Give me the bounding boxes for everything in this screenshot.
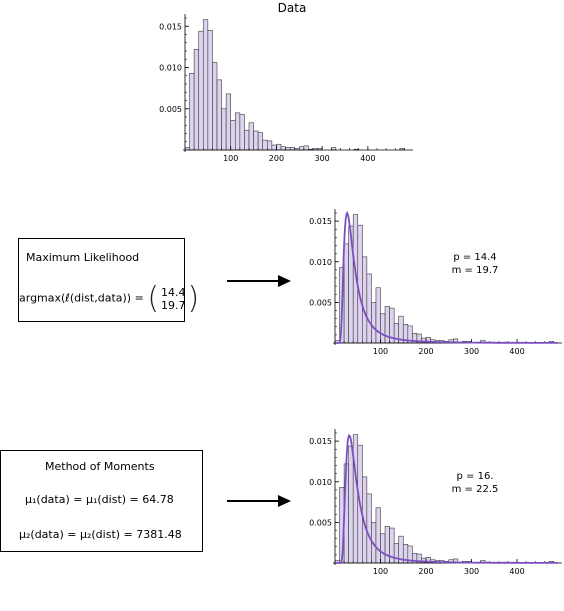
x-tick-label: 200: [269, 154, 284, 163]
histogram-bar: [393, 323, 400, 344]
y-tick-label: 0.005: [159, 105, 182, 114]
histogram-bar: [375, 287, 381, 344]
right-paren: ): [187, 281, 200, 316]
x-tick-label: 300: [464, 567, 479, 576]
x-tick-label: 100: [223, 154, 238, 163]
fitted-curve: [335, 433, 558, 564]
vector-value-p: 14.4: [161, 285, 186, 299]
x-tick-label: 400: [509, 347, 524, 356]
y-tick-label: 0.010: [309, 258, 332, 267]
x-tick-label: 300: [464, 347, 479, 356]
histogram-bar: [371, 302, 377, 344]
x-tick-label: 100: [373, 347, 388, 356]
histogram-bar: [212, 62, 218, 151]
histogram-bar: [384, 526, 390, 564]
histogram-bar: [362, 256, 368, 344]
histogram-bar: [230, 120, 236, 151]
histogram-bar: [193, 49, 200, 151]
method-of-moments-title: Method of Moments: [45, 460, 155, 473]
histogram-bar: [298, 146, 305, 151]
x-tick-label: 400: [509, 567, 524, 576]
histogram-bar: [357, 224, 363, 344]
max-likelihood-title: Maximum Likelihood: [26, 251, 140, 264]
histogram-bar: [380, 313, 386, 344]
y-tick-label: 0.005: [309, 298, 332, 307]
mom-param-m: m = 22.5: [451, 484, 499, 495]
mom-param-p: p = 16.: [456, 471, 494, 482]
histogram-bar: [248, 122, 254, 151]
histogram-bar: [343, 243, 349, 344]
fitted-curve: [335, 211, 558, 344]
histogram-bar: [366, 493, 372, 564]
x-tick-label: 300: [315, 154, 330, 163]
max-likelihood-equation-text: argmax(ℓ(dist,data)) =: [19, 291, 144, 305]
x-tick-label: 400: [360, 154, 375, 163]
histogram-bar: [393, 543, 400, 564]
vector-value-m: 19.7: [161, 298, 186, 312]
histogram-bar: [225, 93, 232, 151]
histogram-bar: [198, 30, 204, 151]
y-tick-label: 0.015: [309, 437, 332, 446]
histogram-bar: [244, 129, 250, 151]
y-tick-label: 0.010: [309, 478, 332, 487]
mom-fit-chart: 0.005 0.010 0.015 100 200 300 400: [309, 429, 562, 576]
ml-fit-chart: 0.005 0.010 0.015 100 200 300 400: [309, 209, 562, 356]
histogram-bar: [375, 507, 381, 564]
y-tick-label: 0.015: [309, 217, 332, 226]
mom-params: p = 16. m = 22.5: [445, 470, 505, 496]
histogram-bar: [380, 533, 386, 564]
histogram-bar: [257, 132, 264, 151]
y-tick-label: 0.015: [159, 22, 182, 31]
first-moment-equation: μ₁(data) = μ₁(dist) = 64.78: [25, 493, 174, 506]
max-likelihood-box: Maximum Likelihood argmax(ℓ(dist,data)) …: [18, 238, 199, 322]
ml-param-m: m = 19.7: [451, 265, 499, 276]
parameter-vector: 14.4 19.7: [159, 286, 188, 312]
page-title: Data: [277, 1, 307, 15]
histogram-bar: [253, 130, 259, 151]
histogram-bar: [207, 30, 213, 151]
y-tick-label: 0.010: [159, 64, 182, 73]
x-tick-label: 200: [418, 567, 433, 576]
data-histogram-chart: 0.005 0.010 0.015 100 200 300 400: [159, 14, 413, 163]
x-tick-label: 100: [373, 567, 388, 576]
arrow-icon: [227, 495, 291, 507]
histogram-bar: [271, 144, 277, 151]
histogram-bar: [280, 146, 286, 151]
y-tick-label: 0.005: [309, 518, 332, 527]
ml-params: p = 14.4 m = 19.7: [445, 251, 505, 277]
second-moment-equation: μ₂(data) = μ₂(dist) = 7381.48: [19, 528, 182, 541]
arrow-icon: [227, 275, 291, 287]
histogram-bar: [221, 108, 227, 151]
histogram-bar: [303, 145, 309, 151]
histogram-bar: [348, 445, 354, 564]
histogram-bar: [352, 434, 359, 564]
method-of-moments-box: Method of Moments μ₁(data) = μ₁(dist) = …: [0, 450, 203, 552]
histogram-bar: [239, 114, 245, 151]
ml-param-p: p = 14.4: [453, 252, 497, 263]
x-tick-label: 200: [418, 347, 433, 356]
max-likelihood-equation: argmax(ℓ(dist,data)) = (14.4 19.7): [19, 281, 199, 316]
histogram-bar: [202, 19, 209, 151]
histogram-bar: [276, 143, 282, 151]
left-paren: (: [147, 281, 160, 316]
histogram-bar: [366, 273, 372, 344]
histogram-bar: [266, 140, 273, 151]
histogram-bar: [216, 79, 222, 151]
histogram-bar: [189, 72, 195, 151]
histogram-bar: [262, 139, 268, 151]
histogram-bar: [234, 112, 241, 151]
